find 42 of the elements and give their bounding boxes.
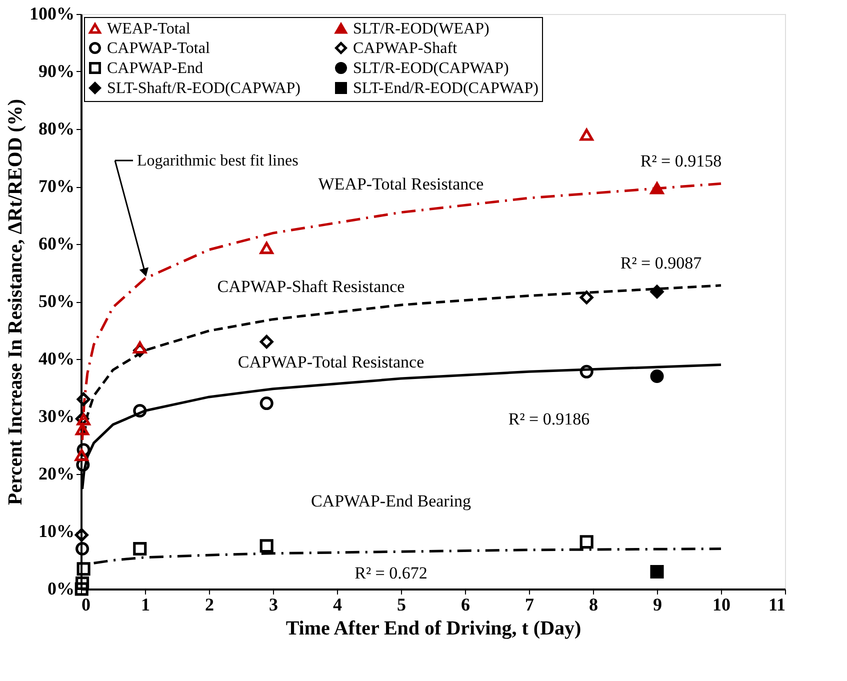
legend-label: CAPWAP-Total (107, 40, 210, 57)
x-tick-label: 3 (269, 594, 278, 614)
y-tick-label: 60% (38, 234, 74, 254)
annotation: CAPWAP-Total Resistance (238, 352, 424, 372)
x-tick-label: 7 (525, 594, 534, 614)
legend-label: WEAP-Total (107, 20, 191, 38)
legend-label: SLT-Shaft/R-EOD(CAPWAP) (107, 80, 300, 97)
x-tick-label: 2 (205, 594, 214, 614)
x-tick-label: 11 (768, 594, 786, 614)
y-tick-label: 30% (38, 406, 74, 426)
y-axis-title: Percent Increase In Resistance, ΔRt/REOD (%) (4, 98, 26, 506)
annotation: WEAP-Total Resistance (318, 174, 484, 194)
x-tick-label: 9 (653, 594, 662, 614)
annotation: R² = 0.9087 (620, 253, 702, 272)
y-tick-label: 10% (38, 521, 74, 541)
annotation: R² = 0.9186 (508, 410, 590, 429)
y-tick-label: 50% (38, 291, 74, 311)
y-tick-label: 90% (38, 61, 74, 81)
x-tick-label: 1 (141, 594, 150, 614)
x-tick-label: 6 (461, 594, 470, 614)
legend-label: SLT-End/R-EOD(CAPWAP) (353, 80, 538, 97)
annotation: R² = 0.672 (354, 564, 428, 583)
legend-label: CAPWAP-End (107, 60, 204, 77)
x-axis-title: Time After End of Driving, t (Day) (286, 618, 582, 640)
legend-label: SLT/R-EOD(CAPWAP) (353, 60, 509, 77)
y-tick-label: 100% (30, 4, 74, 24)
x-tick-label: 5 (397, 594, 406, 614)
x-tick-label: 10 (712, 594, 730, 614)
annotation: Logarithmic best fit lines (137, 152, 298, 170)
x-tick-label: 8 (589, 594, 598, 614)
x-tick-label: 4 (333, 594, 342, 614)
y-tick-label: 40% (38, 348, 74, 368)
y-tick-label: 70% (38, 176, 74, 196)
legend-label: SLT/R-EOD(WEAP) (353, 20, 490, 38)
y-tick-label: 0% (48, 578, 74, 598)
x-tick-label: 0 (82, 594, 90, 614)
annotation: CAPWAP-Shaft Resistance (217, 276, 405, 296)
annotation: CAPWAP-End Bearing (310, 492, 472, 511)
legend-label: CAPWAP-Shaft (353, 40, 458, 57)
annotation: R² = 0.9158 (640, 152, 722, 171)
y-tick-label: 20% (38, 464, 74, 484)
y-tick-label: 80% (38, 118, 74, 138)
